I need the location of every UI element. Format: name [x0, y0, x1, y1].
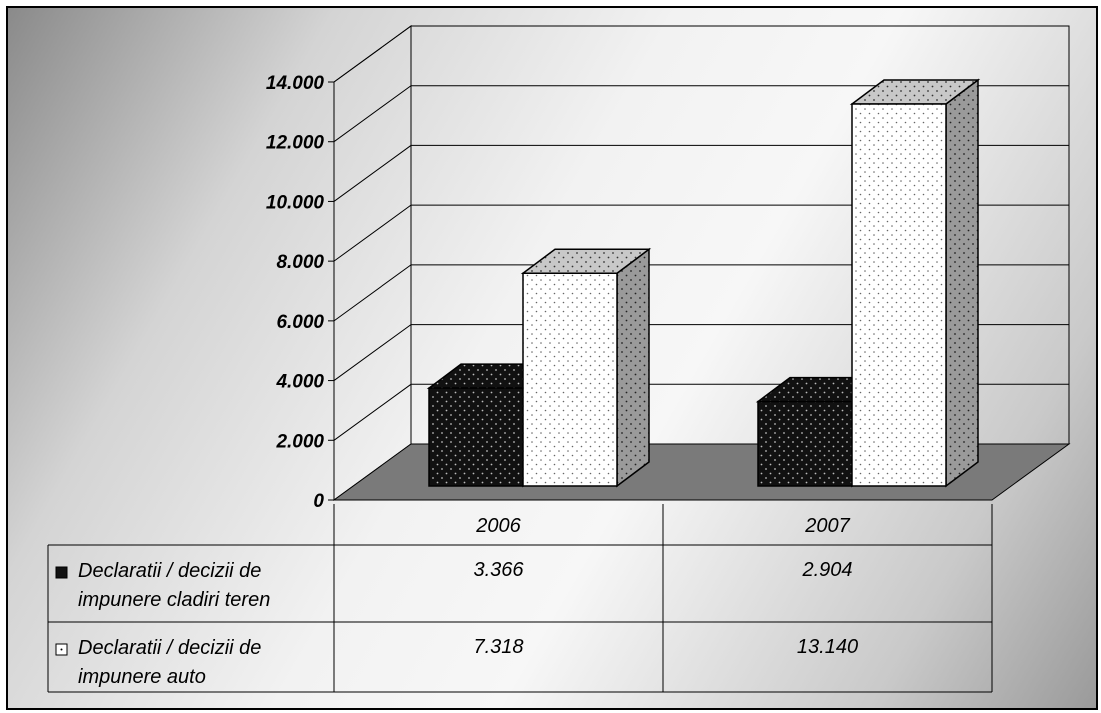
- y-axis: 0 2.000 4.000 6.000 8.000 10.000 12.000 14.000: [266, 73, 335, 512]
- bar-side: [945, 78, 979, 488]
- gridline: [333, 25, 1069, 83]
- bars: [426, 78, 981, 488]
- bar-front: [428, 387, 524, 487]
- gridline: [333, 144, 1069, 202]
- data-label: 3.366: [473, 559, 524, 581]
- y-tick-label: 4.000: [275, 372, 324, 393]
- bar-auto-2006: [520, 247, 652, 488]
- data-table: 2006 2007 Declaratii / decizii de impunere …: [47, 504, 993, 693]
- data-label: 13.140: [797, 636, 858, 658]
- bar-front: [522, 272, 618, 487]
- legend-label: Declaratii / decizii de: [78, 560, 261, 582]
- side-wall: [333, 25, 412, 501]
- gridline: [333, 204, 1069, 262]
- gridline: [333, 264, 1069, 322]
- bar-side: [616, 247, 650, 488]
- legend-label: impunere auto: [78, 666, 206, 688]
- y-tick-label: 10.000: [266, 192, 325, 213]
- y-tick-label: 0: [313, 491, 324, 512]
- x-category-label: 2007: [804, 515, 850, 537]
- x-category-label: 2006: [475, 515, 521, 537]
- y-tick-label: 2.000: [275, 431, 324, 452]
- bar-chart-3d: 02.0004.0006.0008.00010.00012.00014.000 …: [47, 25, 1071, 693]
- gridlines: [333, 25, 1069, 441]
- data-label: 7.318: [473, 636, 523, 658]
- bar-front: [851, 103, 947, 487]
- legend-label: Declaratii / decizii de: [78, 637, 261, 659]
- y-tick-label: 6.000: [276, 312, 324, 333]
- legend-key: [55, 566, 68, 579]
- data-label: 2.904: [801, 559, 852, 581]
- gridline: [333, 85, 1069, 143]
- y-tick-label: 12.000: [266, 133, 325, 154]
- legend-key-dot: [60, 648, 63, 651]
- legend-label: impunere cladiri teren: [78, 589, 270, 611]
- y-tick-label: 14.000: [266, 73, 325, 94]
- bar-front: [757, 400, 853, 487]
- gridline: [333, 324, 1069, 381]
- y-tick-label: 8.000: [276, 252, 324, 273]
- bar-auto-2007: [849, 78, 981, 488]
- chart-frame: 0 2.000 4.000 6.000 8.000 10.000 12.000 14.000 …: [6, 6, 1098, 710]
